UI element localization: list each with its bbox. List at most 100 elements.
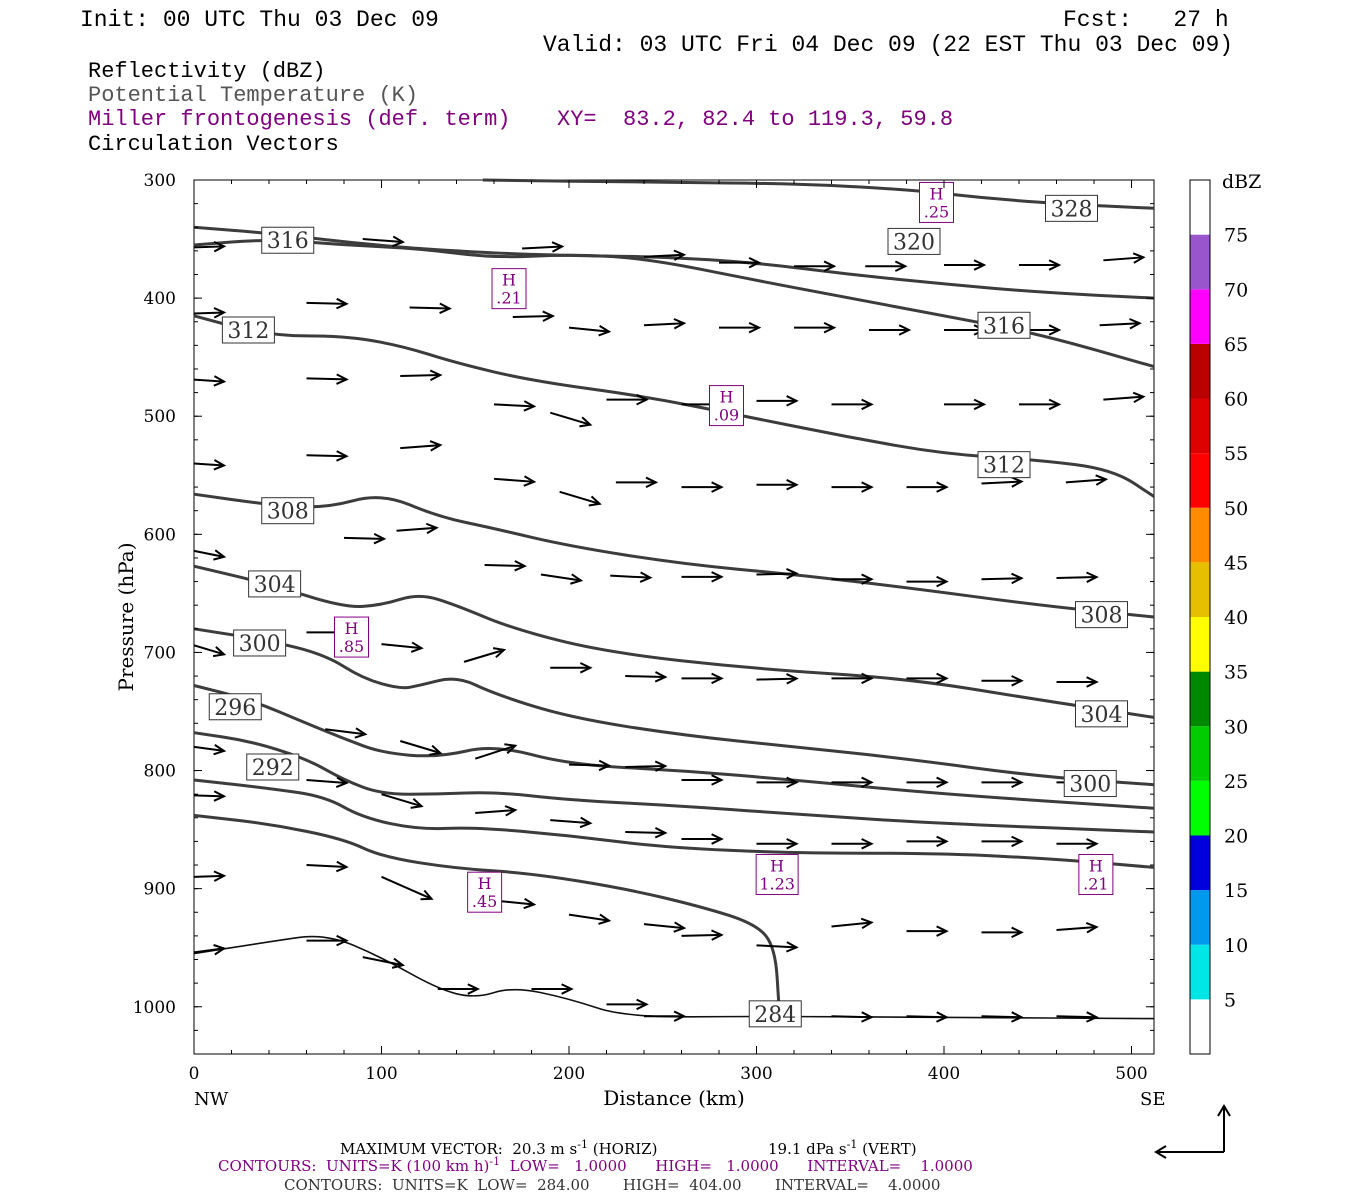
colorbar-level-label: 40 xyxy=(1224,607,1248,629)
frontogenesis-max-label: H xyxy=(1089,856,1103,875)
circulation-vector xyxy=(549,411,593,428)
x-tick-label: 300 xyxy=(740,1064,772,1084)
circulation-vector xyxy=(1103,252,1146,264)
y-tick-label: 700 xyxy=(144,643,176,663)
max-vector-vert-label: (VERT) xyxy=(857,1140,916,1158)
circulation-vector xyxy=(400,440,443,452)
circulation-vector xyxy=(606,998,649,1011)
theta-contour-304 xyxy=(193,627,1155,787)
circulation-vector xyxy=(1056,1011,1099,1023)
x-tick-label: 500 xyxy=(1115,1064,1147,1084)
circulation-vector xyxy=(831,481,874,493)
circulation-vector xyxy=(1056,838,1099,850)
x-end-right-label: SE xyxy=(1140,1089,1165,1110)
frontogenesis-max: H.85 xyxy=(334,616,369,658)
frontogenesis-max-label: H xyxy=(345,619,359,638)
circulation-vector xyxy=(550,662,593,674)
colorbar-swatch xyxy=(1190,999,1210,1054)
frontogenesis-max-value: .85 xyxy=(339,637,364,656)
x-end-left-label: NW xyxy=(194,1089,229,1110)
frontogenesis-max: H.25 xyxy=(919,181,954,223)
theta-contour-308 xyxy=(193,564,1155,719)
circulation-vector xyxy=(193,944,227,956)
colorbar-title: dBZ xyxy=(1222,171,1261,193)
y-tick-label: 600 xyxy=(144,525,176,545)
frontogenesis-units-exp: -1 xyxy=(489,1155,500,1168)
circulation-vector xyxy=(1056,922,1099,934)
x-tick-label: 200 xyxy=(553,1064,585,1084)
y-axis-label: Pressure (hPa) xyxy=(114,543,138,692)
axes: 300 400 500 600 700 800 900 1000 0 100 200 300 400 50… xyxy=(133,171,1154,1084)
frontogenesis-contour-info: CONTOURS: UNITS=K (100 km h)-1 LOW= 1.00… xyxy=(218,1155,973,1175)
colorbar-swatch xyxy=(1190,180,1210,235)
colorbar-level-label: 65 xyxy=(1224,334,1248,356)
circulation-vector xyxy=(381,793,424,809)
circulation-vector xyxy=(756,395,799,407)
max-vector-line: MAXIMUM VECTOR: 20.3 m s-1 (HORIZ) 19.1 d… xyxy=(340,1138,917,1158)
circulation-vector xyxy=(381,641,424,653)
circulation-vector xyxy=(681,774,724,786)
circulation-vector xyxy=(794,321,837,334)
y-tick-label: 500 xyxy=(144,407,176,427)
colorbar-swatch xyxy=(1190,726,1210,781)
circulation-vector xyxy=(1099,318,1142,330)
colorbar-level-label: 75 xyxy=(1224,225,1248,247)
circulation-vector xyxy=(193,307,227,319)
circulation-vector xyxy=(399,740,443,756)
circulation-vector xyxy=(831,838,874,850)
circulation-vector xyxy=(906,835,949,848)
circulation-vector xyxy=(944,259,987,271)
circulation-vector xyxy=(981,476,1024,488)
circulation-vector xyxy=(409,302,452,315)
theta-label: 296 xyxy=(208,693,262,721)
theta-label: 320 xyxy=(887,227,941,255)
circulation-vector xyxy=(193,790,227,802)
theta-label-text: 316 xyxy=(267,229,309,254)
frontogenesis-units: CONTOURS: UNITS=K (100 km h) xyxy=(218,1157,489,1175)
circulation-vector xyxy=(625,760,668,772)
theta-contour-284 xyxy=(193,935,1155,1020)
circulation-vector xyxy=(831,398,874,411)
theta-label-text: 300 xyxy=(1069,773,1111,798)
circulation-vector xyxy=(1056,676,1099,688)
colorbar-level-label: 25 xyxy=(1224,771,1248,793)
theta-contour-296 xyxy=(193,731,1155,834)
colorbar-level-label: 35 xyxy=(1224,662,1248,684)
theta-label-text: 284 xyxy=(754,1003,796,1028)
circulation-vector xyxy=(306,373,349,385)
max-vector-vert: 19.1 dPa s xyxy=(768,1140,847,1158)
frontogenesis-max-label: H xyxy=(502,271,516,290)
circulation-vector xyxy=(193,240,227,253)
theta-label: 292 xyxy=(246,753,300,781)
colorbar-level-label: 15 xyxy=(1224,880,1248,902)
y-tick-label: 300 xyxy=(144,171,176,191)
circulation-vector xyxy=(756,776,799,789)
frontogenesis-max-value: 1.23 xyxy=(759,874,795,893)
circulation-vector xyxy=(512,310,556,322)
colorbar-swatch xyxy=(1190,671,1210,727)
circulation-vector xyxy=(306,934,349,947)
circulation-vector xyxy=(831,917,874,930)
theta-label-text: 292 xyxy=(252,756,294,781)
circulation-vector xyxy=(193,644,227,658)
circulation-vector xyxy=(831,776,874,789)
theta-contour-288 xyxy=(193,813,781,1007)
circulation-vector xyxy=(865,260,908,272)
circulation-vector xyxy=(981,835,1024,848)
circulation-vector xyxy=(756,673,799,685)
colorbar-level-label: 50 xyxy=(1224,498,1248,520)
colorbar-swatch xyxy=(1190,453,1210,508)
theta-label: 300 xyxy=(233,629,287,657)
theta-label: 304 xyxy=(1075,700,1128,728)
theta-label: 312 xyxy=(221,316,275,344)
frontogenesis-max-value: .45 xyxy=(472,892,497,911)
colorbar-level-label: 20 xyxy=(1224,826,1248,848)
colorbar-level-label: 10 xyxy=(1224,935,1248,957)
circulation-vector xyxy=(1065,474,1109,486)
circulation-vector xyxy=(644,1010,687,1022)
circulation-vector xyxy=(306,860,349,873)
frontogenesis-max-value: .21 xyxy=(1083,874,1108,893)
circulation-vector xyxy=(193,870,227,882)
theta-label-text: 308 xyxy=(1081,604,1123,629)
